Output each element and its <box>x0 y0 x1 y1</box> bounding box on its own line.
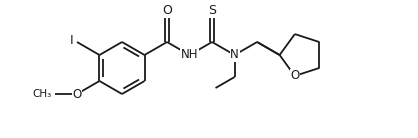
Text: NH: NH <box>181 48 198 62</box>
Text: CH₃: CH₃ <box>33 89 52 99</box>
Text: O: O <box>290 69 299 82</box>
Text: O: O <box>72 87 82 100</box>
Text: O: O <box>162 5 172 18</box>
Text: S: S <box>208 5 216 18</box>
Text: I: I <box>69 34 73 47</box>
Text: N: N <box>230 48 239 62</box>
